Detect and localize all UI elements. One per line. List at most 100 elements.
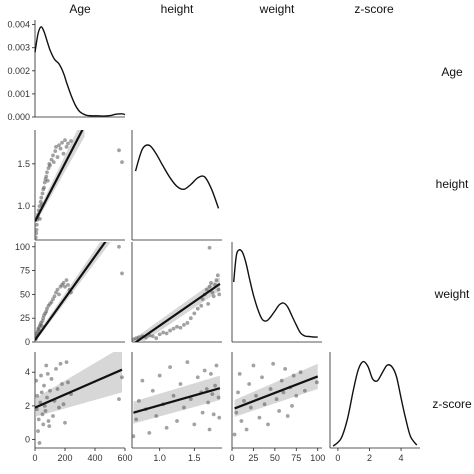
scatter-point [120,271,124,276]
scatter-point [207,284,212,289]
y-tick-label: 50 [20,289,30,299]
scatter-point [45,395,49,400]
regression-line [35,130,84,222]
scatter-point [35,235,38,240]
scatter-point [49,377,54,381]
scatter-point [47,424,52,429]
scatter-point [150,334,155,339]
scatter-point [137,398,141,403]
x-tick-label: 0 [335,453,340,463]
scatter-point [35,378,39,383]
scatter-point [120,160,124,165]
scatter-point [154,336,159,341]
scatter-point [52,294,57,299]
scatter-point [178,382,183,386]
scatter-point [157,332,162,337]
scatter-point [236,390,240,395]
scatter-point [302,388,307,393]
scatter-point [168,328,172,333]
scatter-point [237,371,242,376]
scatter-point [294,393,299,398]
scatter-point [147,430,152,435]
scatter-point [35,227,39,232]
scatter-point [42,180,47,185]
x-tick-label: 600 [117,453,132,463]
scatter-point [314,380,319,385]
regression-line [35,368,123,409]
scatter-point [175,324,179,329]
scatter-point [210,290,215,295]
scatter-point [210,392,215,397]
scatter-point [247,382,252,386]
y-tick-label: 1.0 [17,201,30,211]
scatter-point [248,405,253,410]
x-tick-label: 4 [399,453,404,463]
scatter-point [262,402,267,407]
x-tick-label: 2 [367,453,372,463]
confidence-band [35,352,122,417]
scatter-point [54,290,58,295]
scatter-point [57,292,61,297]
x-tick-label: 25 [248,453,258,463]
scatter-point [195,306,200,311]
scatter-point [188,397,193,402]
scatter-point [45,306,49,311]
scatter-point [40,319,45,323]
scatter-point [53,149,58,154]
scatter-point [64,278,69,282]
scatter-point [251,363,256,368]
row-label-height: height [436,177,469,191]
scatter-point [161,330,166,335]
scatter-point [207,245,212,250]
scatter-point [157,373,162,378]
scatter-point [239,419,244,423]
regression-line [35,242,107,341]
scatter-point [35,231,39,236]
scatter-point [64,145,69,149]
scatter-point [260,375,264,380]
panel-age-weight [35,242,124,342]
y-tick-label: 0.000 [7,112,30,122]
scatter-point [45,178,50,183]
scatter-point [171,326,176,331]
y-tick-label: 0 [25,435,30,445]
scatter-point [42,383,46,388]
scatter-point [209,281,213,285]
scatter-point [279,378,284,383]
scatter-point [35,393,40,398]
x-tick-label: 50 [270,453,280,463]
scatter-point [48,163,52,168]
x-tick-label: 75 [291,453,301,463]
scatter-point [39,323,44,328]
scatter-point [274,397,279,402]
x-tick-label: 100 [310,453,325,463]
scatter-point [132,434,136,439]
x-tick-label: 200 [57,453,72,463]
scatter-point [55,387,60,391]
scatter-point [209,371,213,376]
scatter-point [39,390,44,395]
scatter-point [120,375,124,380]
scatter-point [51,297,55,302]
scatter-point [63,138,67,143]
scatter-point [60,140,64,145]
panel-age-height [35,130,124,240]
scatter-point [46,419,51,423]
scatter-point [164,425,169,430]
scatter-point [298,370,303,375]
x-tick-label: 400 [87,453,102,463]
scatter-point [150,388,155,393]
scatter-point [168,365,172,370]
y-tick-label: 75 [20,266,30,276]
scatter-point [185,360,190,365]
y-tick-label: 0.002 [7,66,30,76]
scatter-point [244,427,249,432]
scatter-point [204,387,209,391]
scatter-point [200,410,205,415]
col-label-height: height [161,2,194,16]
scatter-point [66,282,70,287]
regression-line [134,283,221,342]
panel-weight-zscore [232,361,319,437]
x-tick-label: 0 [229,453,234,463]
scatter-point [214,363,219,368]
